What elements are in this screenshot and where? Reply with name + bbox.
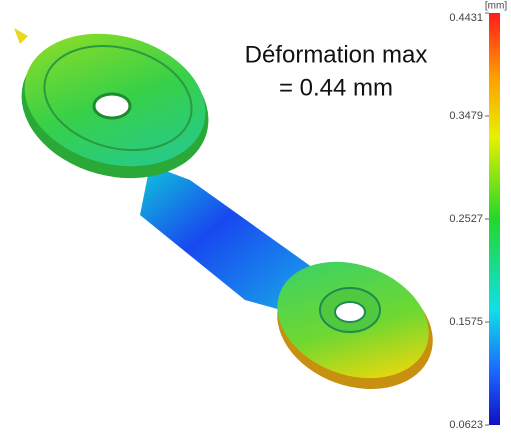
- annotation: = 0.44 mm: [279, 74, 393, 101]
- hole: [94, 94, 130, 118]
- colorbar-ticks: 0.4431 0.3479 0.2527 0.1575 0.0623: [449, 12, 489, 431]
- tick-label: 0.3479: [449, 110, 483, 122]
- colorbar: [489, 13, 500, 425]
- result-view: Déformation max = 0.44 mm [mm] 0.4431 0.3…: [0, 0, 511, 435]
- tick-label: 0.0623: [449, 419, 483, 431]
- tick-label: 0.4431: [449, 12, 483, 24]
- gate: [14, 28, 28, 44]
- tick-label: 0.2527: [449, 213, 483, 225]
- hole: [335, 302, 365, 322]
- annotation: Déformation max: [245, 41, 428, 68]
- colorbar-unit: [mm]: [485, 1, 507, 12]
- tick-label: 0.1575: [449, 316, 483, 328]
